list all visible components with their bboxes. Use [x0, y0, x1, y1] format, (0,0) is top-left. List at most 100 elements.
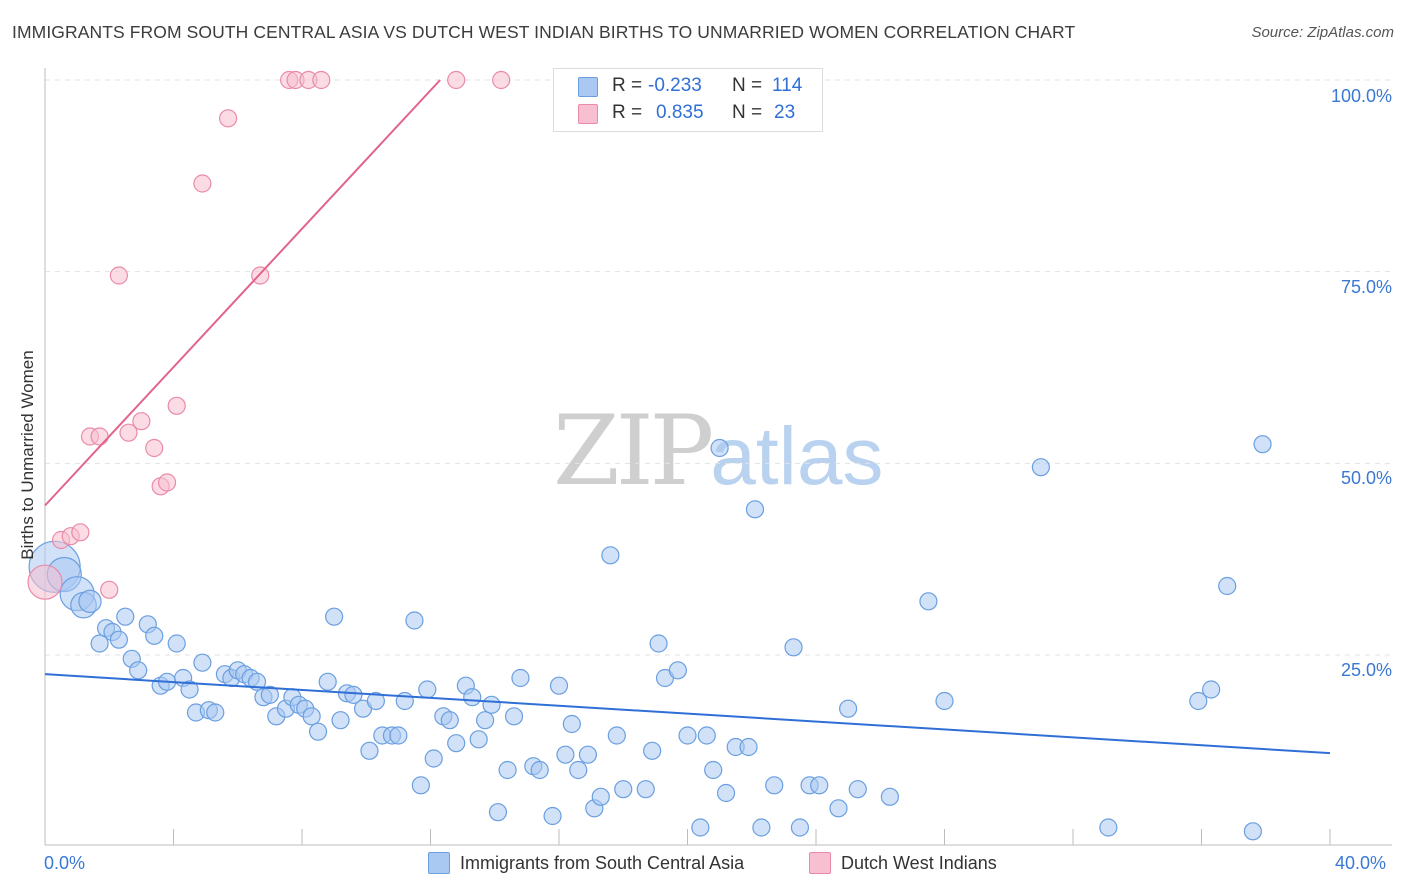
- data-point: [765, 776, 784, 795]
- data-point: [601, 546, 620, 565]
- data-point: [344, 685, 363, 704]
- y-tick-label: 100.0%: [1330, 86, 1392, 106]
- n-label: N =: [732, 75, 763, 96]
- chart-title: IMMIGRANTS FROM SOUTH CENTRAL ASIA VS DU…: [12, 22, 1076, 42]
- data-point: [919, 592, 938, 611]
- y-axis-label: Births to Unmarried Women: [18, 350, 37, 560]
- x-tick-label: 40.0%: [1335, 853, 1387, 873]
- data-point: [829, 799, 848, 818]
- legend-swatch-pink: [578, 104, 598, 124]
- y-tick-label: 25.0%: [1340, 660, 1392, 680]
- data-point: [447, 70, 466, 90]
- data-point: [607, 726, 626, 745]
- data-point: [636, 780, 655, 799]
- r-label: R =: [612, 75, 643, 96]
- data-point: [549, 676, 569, 695]
- data-point: [145, 438, 164, 458]
- data-point: [469, 730, 488, 749]
- data-point: [1031, 458, 1050, 477]
- data-point: [180, 680, 199, 699]
- data-point: [1253, 435, 1272, 454]
- source-label: Source: ZipAtlas.com: [1251, 24, 1394, 41]
- data-point: [643, 741, 662, 760]
- axes: [44, 68, 1392, 846]
- data-point: [167, 634, 186, 653]
- x-tick-label: 0.0%: [44, 853, 86, 873]
- data-point: [935, 691, 954, 711]
- data-point: [116, 607, 135, 626]
- data-point: [488, 803, 508, 822]
- data-point: [697, 726, 716, 745]
- data-point: [167, 396, 186, 415]
- data-point: [132, 412, 151, 431]
- data-point: [129, 661, 148, 680]
- data-point: [745, 500, 765, 519]
- data-point: [302, 707, 321, 726]
- trend-line: [44, 673, 1331, 755]
- data-point: [260, 685, 279, 704]
- watermark: ZIPatlas: [553, 395, 883, 507]
- data-point: [447, 734, 466, 753]
- data-point: [562, 714, 581, 734]
- r-label: R =: [612, 102, 643, 123]
- y-tick-label: 50.0%: [1340, 468, 1392, 488]
- data-point: [716, 783, 736, 803]
- data-point: [691, 818, 710, 837]
- data-point: [27, 564, 63, 600]
- data-point: [578, 745, 598, 764]
- data-point: [308, 722, 328, 741]
- data-point: [543, 806, 562, 826]
- data-point: [331, 711, 350, 730]
- data-point: [498, 760, 517, 780]
- data-point: [90, 634, 109, 653]
- data-point: [482, 695, 501, 714]
- data-point: [206, 703, 225, 722]
- data-point: [109, 630, 128, 649]
- data-point: [810, 776, 829, 795]
- data-point: [78, 589, 102, 613]
- y-tick-label: 75.0%: [1340, 277, 1392, 297]
- data-point: [1202, 680, 1221, 699]
- data-point: [668, 661, 687, 680]
- r-value: 0.835: [656, 102, 704, 123]
- data-point: [569, 760, 588, 780]
- data-point: [463, 688, 482, 707]
- grid-lines: [45, 79, 1392, 656]
- data-point: [318, 672, 337, 691]
- data-point: [530, 760, 549, 780]
- data-point: [678, 726, 697, 745]
- data-point: [839, 699, 858, 718]
- data-point: [193, 174, 212, 193]
- bottom-legend-swatch-blue: [428, 852, 450, 874]
- data-point: [440, 711, 459, 730]
- data-point: [704, 760, 723, 780]
- bottom-legend-swatch-pink: [809, 852, 831, 874]
- data-point: [100, 580, 119, 599]
- data-point: [219, 109, 238, 128]
- data-point: [325, 607, 344, 626]
- data-point: [710, 438, 729, 458]
- data-point: [1243, 822, 1263, 841]
- correlation-legend: R = -0.233 N = 114 R = 0.835 N = 23: [553, 68, 823, 132]
- n-value: 114: [772, 75, 803, 96]
- data-point: [614, 780, 633, 799]
- data-point: [193, 653, 212, 672]
- bottom-legend-label: Dutch West Indians: [841, 853, 997, 873]
- data-point: [119, 423, 138, 442]
- data-point: [418, 680, 437, 699]
- watermark-atlas: atlas: [710, 411, 884, 502]
- legend-swatch-blue: [578, 77, 598, 97]
- data-point: [492, 70, 511, 90]
- trend-lines: [44, 79, 1331, 755]
- data-point: [366, 691, 385, 711]
- data-point: [476, 711, 495, 730]
- series-dutch-west-indians: [27, 70, 511, 600]
- data-point: [157, 473, 177, 492]
- data-point: [511, 668, 530, 688]
- data-point: [880, 787, 899, 806]
- data-point: [790, 818, 810, 837]
- data-point: [1218, 576, 1237, 596]
- data-point: [360, 741, 379, 760]
- series-immigrants-south-central-asia: [28, 435, 1272, 841]
